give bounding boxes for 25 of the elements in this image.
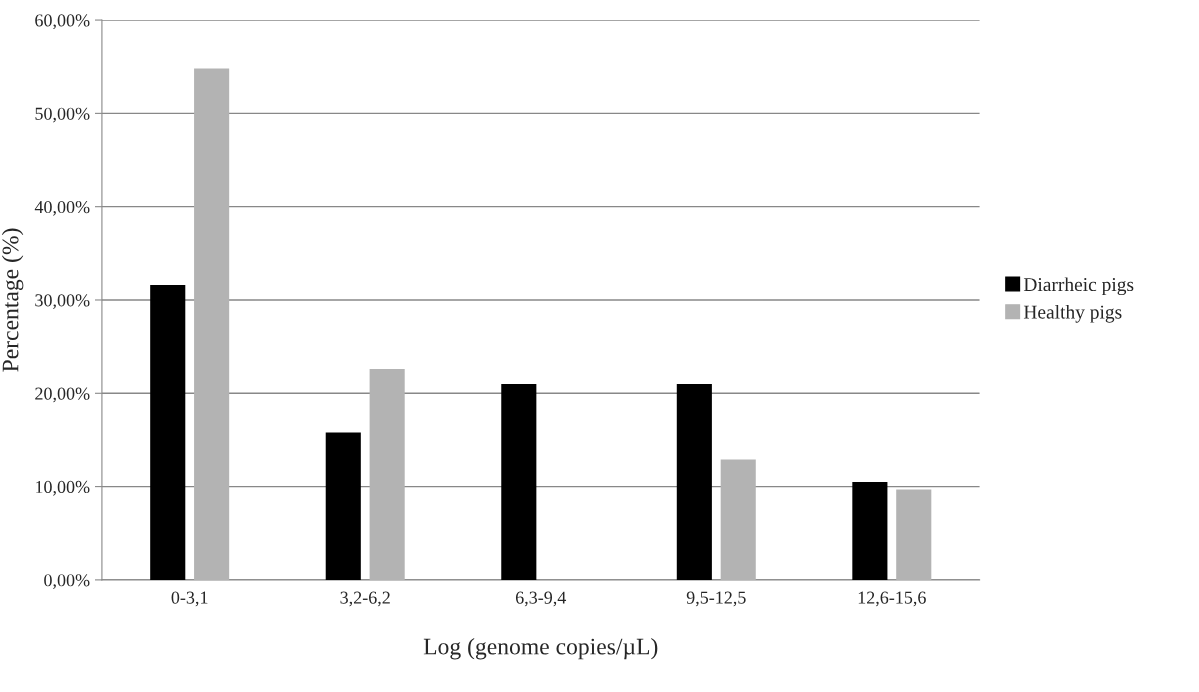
bar: [369, 369, 405, 580]
bar: [852, 481, 888, 580]
y-tick-label: 20,00%: [35, 387, 90, 403]
bar: [325, 432, 361, 580]
x-axis-title: Log (genome copies/µL): [423, 637, 658, 660]
x-tick-label: 0-3,1: [171, 591, 208, 607]
legend-label: Healthy pigs: [1023, 304, 1122, 323]
y-tick-label: 50,00%: [35, 107, 90, 123]
bar: [720, 459, 756, 580]
x-tick-label: 6,3-9,4: [515, 591, 567, 607]
x-tick-label: 3,2-6,2: [340, 591, 390, 607]
bar: [896, 489, 932, 580]
legend-label: Diarrheic pigs: [1023, 277, 1134, 296]
y-tick-label: 40,00%: [34, 200, 90, 216]
y-tick-label: 0,00%: [44, 574, 90, 589]
bar: [194, 68, 230, 580]
bar: [501, 383, 537, 580]
bar: [150, 285, 186, 580]
y-tick-label: 10,00%: [36, 480, 90, 496]
x-tick-label: 9,5-12,5: [686, 591, 746, 607]
bar: [676, 383, 712, 580]
y-tick-label: 60,00%: [35, 14, 90, 30]
x-tick-label: 12,6-15,6: [858, 591, 926, 607]
y-axis-title: Percentage (%): [1, 228, 24, 372]
y-tick-label: 30,00%: [35, 294, 90, 310]
